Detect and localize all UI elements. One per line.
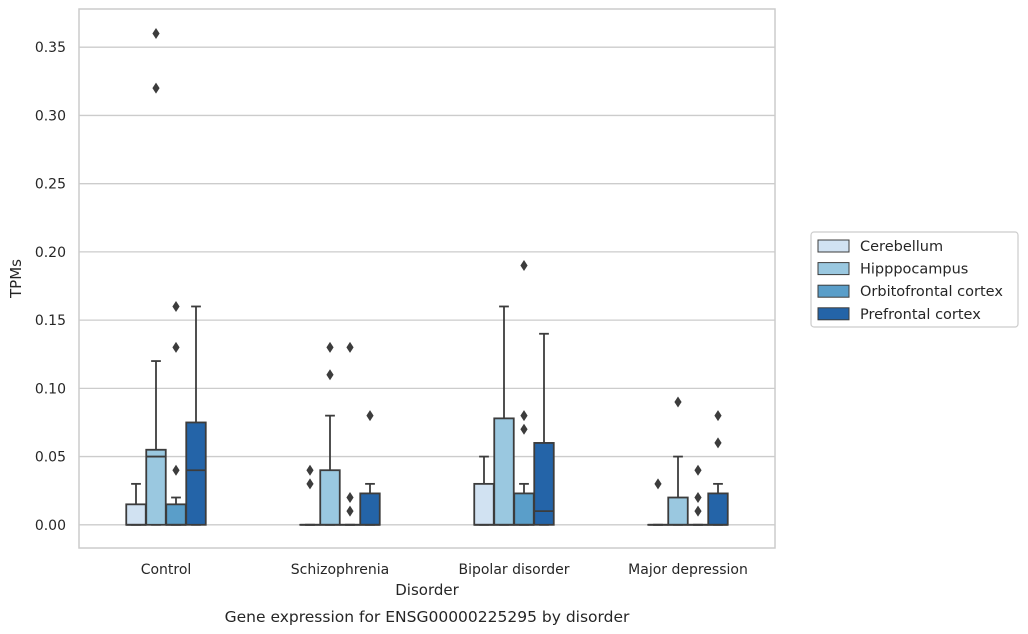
box (707, 492, 729, 526)
outlier-point (306, 478, 314, 490)
box (493, 417, 515, 526)
box-hipppocampus (145, 28, 167, 526)
y-tick-label: 0.10 (35, 381, 66, 397)
box-orbitofrontal-cortex (687, 464, 709, 526)
box (145, 448, 167, 526)
box (513, 492, 535, 526)
outlier-point (366, 410, 374, 422)
box-prefrontal-cortex (533, 332, 555, 526)
legend-swatch (817, 284, 850, 298)
outlier-point (306, 464, 314, 476)
y-axis-ticks: 0.00 0.05 0.10 0.15 0.20 0.25 0.30 0.35 (35, 40, 66, 534)
y-tick-label: 0.00 (35, 518, 66, 534)
box-cerebellum (473, 455, 495, 526)
legend-swatch (817, 307, 850, 321)
box-cerebellum (125, 482, 147, 526)
x-tick-label: Bipolar disorder (458, 562, 569, 578)
outlier-point (654, 478, 662, 490)
box (533, 442, 555, 526)
x-axis-ticks: Control Schizophrenia Bipolar disorder Majo… (141, 562, 748, 578)
legend-swatch (817, 239, 850, 253)
outlier-point (520, 423, 528, 435)
box-prefrontal-cortex (359, 410, 381, 526)
outlier-point (172, 464, 180, 476)
x-tick-label: Control (141, 562, 192, 578)
x-tick-label: Major depression (628, 562, 748, 578)
legend-label: Orbitofrontal cortex (860, 284, 1003, 300)
outlier-point (346, 505, 354, 517)
box (185, 421, 207, 526)
outlier-point (714, 410, 722, 422)
outlier-point (326, 369, 334, 381)
outlier-point (152, 82, 160, 94)
outlier-point (172, 300, 180, 312)
box-hipppocampus (667, 396, 689, 526)
x-tick-label: Schizophrenia (291, 562, 389, 578)
y-tick-label: 0.30 (35, 108, 66, 124)
y-tick-label: 0.25 (35, 177, 66, 193)
outlier-point (152, 28, 160, 40)
legend-label: Cerebellum (860, 239, 943, 255)
legend-swatch (817, 262, 850, 276)
legend-label: Hipppocampus (860, 262, 968, 278)
outlier-point (674, 396, 682, 408)
outlier-point (326, 341, 334, 353)
legend-label: Prefrontal cortex (860, 307, 981, 323)
outlier-point (714, 437, 722, 449)
legend: Cerebellum Hipppocampus Orbitofrontal cort… (810, 231, 1019, 328)
box (667, 496, 689, 526)
box-series (125, 28, 729, 526)
outlier-point (694, 505, 702, 517)
box (473, 482, 495, 526)
box (359, 492, 381, 526)
box-hipppocampus (319, 341, 341, 526)
chart-caption: Gene expression for ENSG00000225295 by d… (225, 608, 630, 626)
box-cerebellum (299, 464, 321, 526)
box (165, 503, 187, 526)
gridlines (79, 46, 775, 526)
y-tick-label: 0.35 (35, 40, 66, 56)
outlier-point (520, 410, 528, 422)
box-orbitofrontal-cortex (513, 260, 535, 526)
outlier-point (520, 260, 528, 272)
y-axis-label: TPMs (7, 259, 25, 299)
outlier-point (172, 341, 180, 353)
outlier-point (694, 492, 702, 504)
box-hipppocampus (493, 305, 515, 526)
box (125, 503, 147, 526)
outlier-point (346, 492, 354, 504)
box-prefrontal-cortex (185, 305, 207, 526)
box-orbitofrontal-cortex (339, 341, 361, 526)
y-tick-label: 0.20 (35, 245, 66, 261)
y-tick-label: 0.15 (35, 313, 66, 329)
box (319, 469, 341, 526)
box-cerebellum (647, 478, 669, 526)
box-orbitofrontal-cortex (165, 300, 187, 526)
outlier-point (694, 464, 702, 476)
legend-frame (810, 231, 1019, 328)
plot-frame (78, 8, 776, 549)
x-axis-label: Disorder (395, 581, 459, 599)
box-prefrontal-cortex (707, 410, 729, 526)
outlier-point (346, 341, 354, 353)
y-tick-label: 0.05 (35, 450, 66, 466)
